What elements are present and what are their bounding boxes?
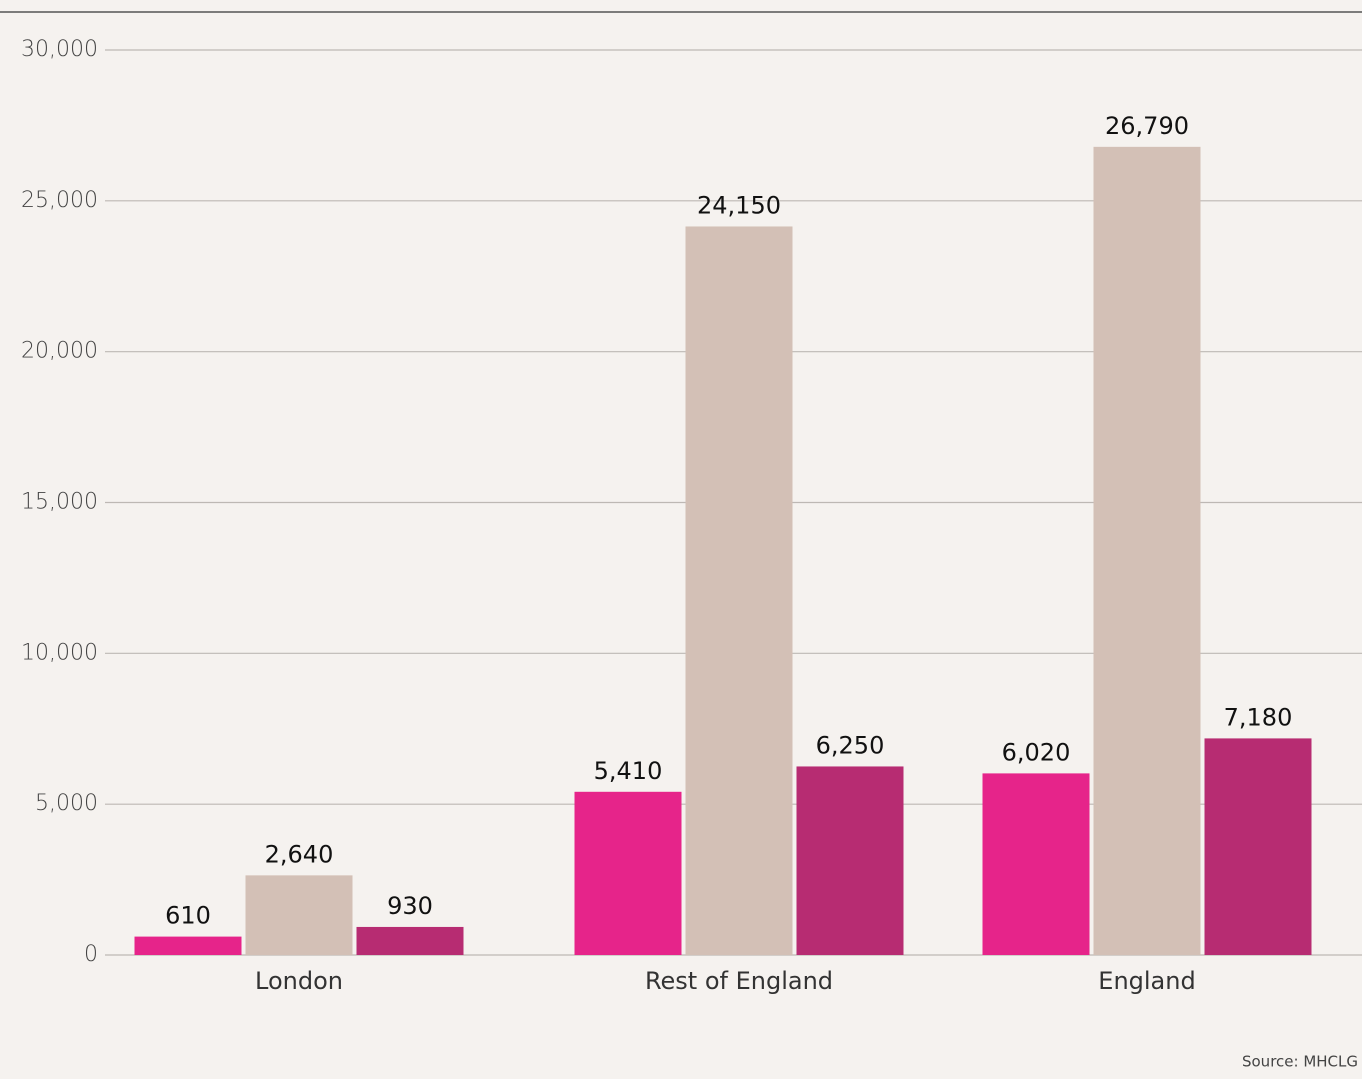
value-label: 5,410 [594, 757, 663, 785]
y-tick-label: 0 [84, 942, 98, 967]
y-tick-label: 30,000 [21, 37, 98, 62]
bar [245, 875, 353, 955]
y-tick-label: 5,000 [35, 791, 98, 816]
source-note: Source: MHCLG [1242, 1053, 1358, 1071]
value-label: 6,020 [1002, 738, 1071, 766]
y-tick-label: 25,000 [21, 188, 98, 213]
value-label: 24,150 [697, 191, 781, 219]
x-tick-label: London [255, 967, 343, 995]
bar [796, 766, 904, 955]
x-tick-label: England [1098, 967, 1195, 995]
bar [685, 226, 793, 956]
value-label: 6,250 [816, 731, 885, 759]
bar [982, 773, 1090, 955]
y-tick-label: 15,000 [21, 490, 98, 515]
y-tick-label: 10,000 [21, 640, 98, 665]
value-label: 26,790 [1105, 112, 1189, 140]
bar [1093, 146, 1201, 955]
value-label: 7,180 [1224, 703, 1293, 731]
value-label: 2,640 [265, 840, 334, 868]
x-tick-label: Rest of England [645, 967, 833, 995]
y-tick-label: 20,000 [21, 339, 98, 364]
bar [1204, 738, 1312, 955]
value-label: 610 [165, 902, 211, 930]
bar [574, 791, 682, 955]
bar [134, 936, 242, 955]
bar [356, 926, 464, 955]
value-label: 930 [387, 892, 433, 920]
